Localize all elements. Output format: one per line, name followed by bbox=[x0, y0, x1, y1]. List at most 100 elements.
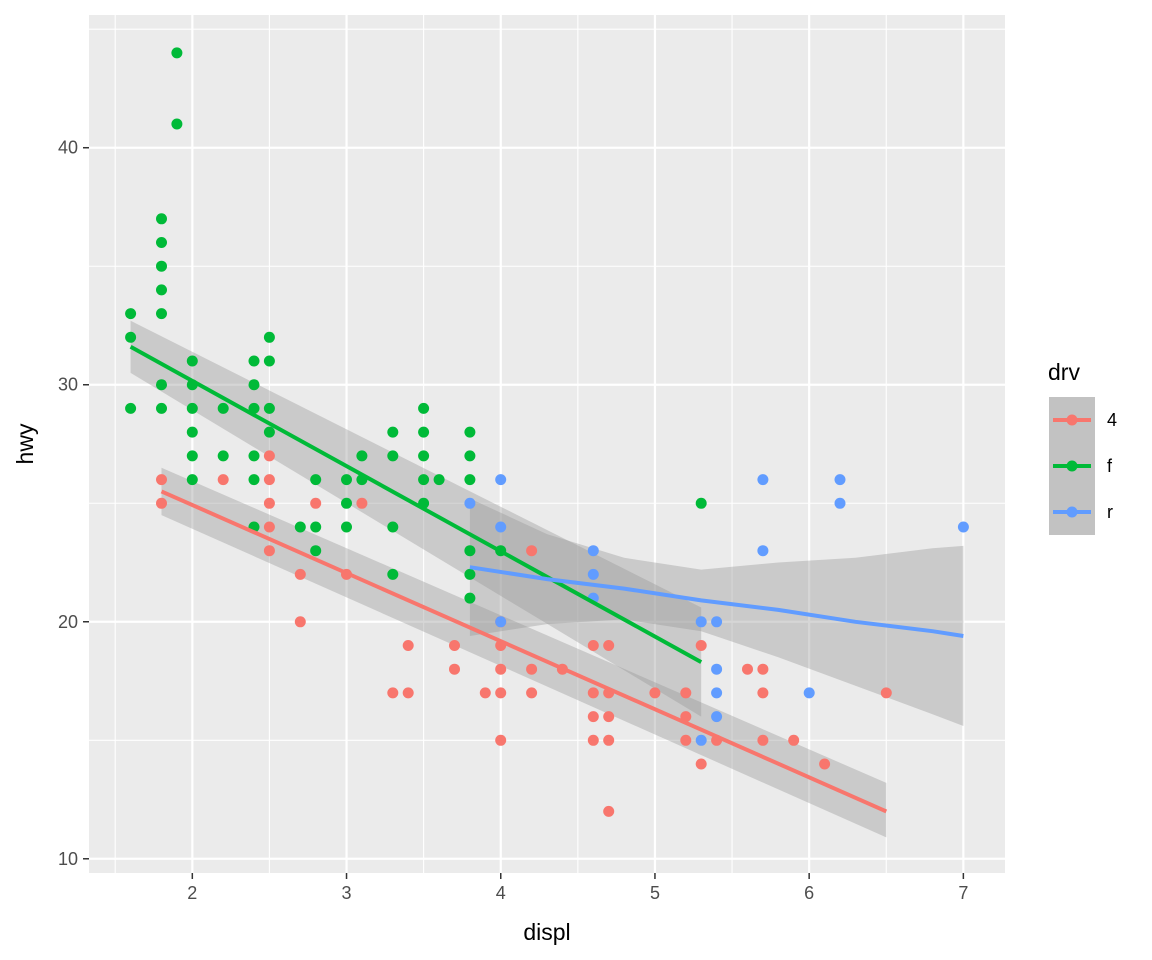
point-4 bbox=[263, 450, 275, 462]
point-f bbox=[464, 592, 476, 604]
point-4 bbox=[402, 640, 414, 651]
y-tick-label: 40 bbox=[58, 138, 78, 158]
point-4 bbox=[294, 568, 306, 580]
point-f bbox=[156, 379, 167, 391]
point-f bbox=[387, 568, 399, 580]
point-4 bbox=[217, 474, 229, 486]
point-r bbox=[957, 521, 969, 533]
point-f bbox=[387, 426, 399, 438]
point-r bbox=[695, 734, 707, 746]
x-tick-label: 7 bbox=[958, 883, 968, 903]
point-f bbox=[356, 450, 368, 462]
y-tick-label: 30 bbox=[58, 375, 78, 395]
point-f bbox=[248, 379, 260, 391]
x-tick-label: 4 bbox=[496, 883, 506, 903]
point-f bbox=[156, 213, 167, 225]
fit-line-4 bbox=[160, 489, 888, 814]
point-r bbox=[757, 545, 769, 557]
point-4 bbox=[819, 758, 831, 770]
legend-key-point-4 bbox=[1066, 414, 1078, 426]
legend-label-4: 4 bbox=[1107, 410, 1117, 430]
point-4 bbox=[526, 663, 538, 675]
point-f bbox=[464, 474, 476, 486]
point-f bbox=[186, 474, 198, 486]
point-4 bbox=[495, 734, 507, 746]
point-4 bbox=[695, 758, 707, 770]
point-4 bbox=[757, 734, 769, 746]
x-tick-label: 6 bbox=[804, 883, 814, 903]
point-f bbox=[310, 521, 322, 533]
point-4 bbox=[526, 545, 538, 557]
point-4 bbox=[757, 663, 769, 675]
legend-label-r: r bbox=[1107, 502, 1113, 522]
fit-line-f bbox=[129, 345, 703, 664]
point-f bbox=[186, 450, 198, 462]
point-4 bbox=[449, 640, 460, 651]
point-f bbox=[341, 497, 352, 509]
point-f bbox=[186, 402, 198, 414]
x-tick-label: 5 bbox=[650, 883, 660, 903]
point-4 bbox=[402, 687, 414, 699]
point-4 bbox=[263, 497, 275, 509]
point-r bbox=[495, 521, 507, 533]
x-axis-title: displ bbox=[523, 919, 570, 945]
point-f bbox=[433, 474, 445, 486]
point-4 bbox=[757, 687, 769, 699]
point-f bbox=[387, 450, 399, 462]
point-4 bbox=[587, 711, 599, 723]
point-4 bbox=[449, 663, 460, 675]
y-tick-label: 20 bbox=[58, 612, 78, 632]
point-4 bbox=[587, 687, 599, 699]
legend-label-f: f bbox=[1107, 456, 1113, 476]
point-4 bbox=[880, 687, 892, 699]
grid-major bbox=[89, 15, 1005, 873]
point-4 bbox=[603, 640, 615, 651]
point-f bbox=[418, 450, 430, 462]
point-4 bbox=[587, 734, 599, 746]
point-f bbox=[310, 474, 322, 486]
point-4 bbox=[649, 687, 661, 699]
point-f bbox=[248, 450, 260, 462]
fit-lines bbox=[129, 345, 964, 814]
point-f bbox=[156, 402, 167, 414]
point-f bbox=[248, 474, 260, 486]
point-4 bbox=[680, 687, 692, 699]
point-f bbox=[418, 426, 430, 438]
point-4 bbox=[603, 734, 615, 746]
point-f bbox=[263, 331, 275, 343]
point-f bbox=[695, 497, 707, 509]
point-r bbox=[711, 711, 723, 723]
point-f bbox=[310, 545, 322, 557]
point-f bbox=[464, 545, 476, 557]
point-4 bbox=[156, 497, 167, 509]
point-f bbox=[418, 402, 430, 414]
point-r bbox=[711, 663, 723, 675]
point-4 bbox=[263, 521, 275, 533]
point-f bbox=[156, 308, 167, 320]
point-f bbox=[125, 308, 137, 320]
point-f bbox=[156, 284, 167, 296]
point-f bbox=[263, 402, 275, 414]
point-f bbox=[248, 355, 260, 367]
point-f bbox=[186, 355, 198, 367]
fit-line-r bbox=[469, 565, 964, 638]
plot-panel bbox=[89, 15, 1005, 873]
point-r bbox=[711, 687, 723, 699]
point-f bbox=[387, 521, 399, 533]
point-4 bbox=[495, 687, 507, 699]
x-tick-label: 2 bbox=[187, 883, 197, 903]
legend-key-point-r bbox=[1066, 506, 1078, 518]
point-f bbox=[125, 331, 137, 343]
point-f bbox=[464, 568, 476, 580]
point-r bbox=[587, 545, 599, 557]
point-r bbox=[495, 474, 507, 486]
point-4 bbox=[156, 474, 167, 486]
y-axis-title: hwy bbox=[12, 423, 38, 464]
point-4 bbox=[263, 545, 275, 557]
point-r bbox=[695, 616, 707, 628]
point-4 bbox=[742, 663, 753, 675]
point-r bbox=[587, 568, 599, 580]
point-r bbox=[495, 616, 507, 628]
point-r bbox=[803, 687, 815, 699]
